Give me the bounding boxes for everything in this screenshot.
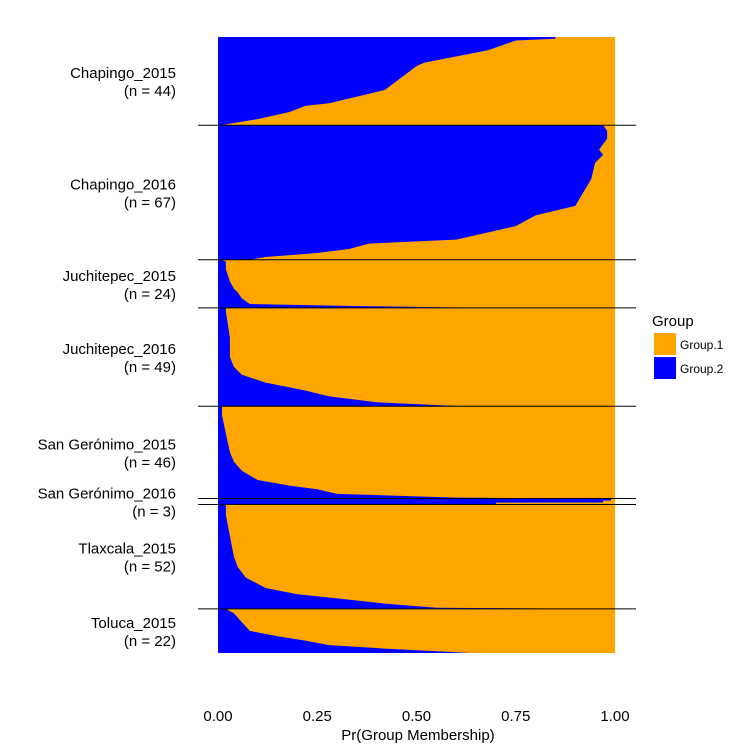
group2-area-chapingo-2016 [218,125,608,260]
group2-area-chapingo-2015 [218,37,556,126]
panel-san-ger-nimo-2015 [218,406,615,499]
legend-title: Group [652,313,694,330]
pop-name-juchitepec-2016: Juchitepec_2016 [63,341,176,358]
group2-area-tlaxcala-2015 [218,504,596,609]
pop-name-san-ger-nimo-2015: San Gerónimo_2015 [38,436,176,453]
pop-n-juchitepec-2016: (n = 49) [124,359,176,376]
group2-area-juchitepec-2016 [218,307,465,407]
group2-area-san-ger-nimo-2016 [218,498,611,505]
x-tick-label: 0.00 [203,708,232,725]
pop-n-san-ger-nimo-2016: (n = 3) [132,504,176,521]
x-tick-label: 1.00 [600,708,629,725]
pop-name-toluca-2015: Toluca_2015 [91,615,176,632]
x-axis-title: Pr(Group Membership) [341,727,494,744]
panel-juchitepec-2015 [218,259,615,308]
legend-label-group1: Group.1 [680,338,724,352]
pop-name-chapingo-2016: Chapingo_2016 [70,177,176,194]
legend-key-group2 [654,357,676,379]
panel-chapingo-2015 [218,37,615,126]
population-panels [218,37,615,653]
group2-area-juchitepec-2015 [218,259,480,308]
pop-n-chapingo-2016: (n = 67) [124,195,176,212]
panel-toluca-2015 [218,608,615,653]
population-separators [198,124,636,610]
pop-n-chapingo-2015: (n = 44) [124,83,176,100]
group1-area-san-ger-nimo-2015 [218,406,615,499]
group1-area-tlaxcala-2015 [218,504,615,609]
pop-name-chapingo-2015: Chapingo_2015 [70,65,176,82]
pop-name-san-ger-nimo-2016: San Gerónimo_2016 [38,486,176,503]
pop-name-tlaxcala-2015: Tlaxcala_2015 [78,541,176,558]
pop-n-san-ger-nimo-2015: (n = 46) [124,454,176,471]
pop-n-toluca-2015: (n = 22) [124,633,176,650]
pop-n-juchitepec-2015: (n = 24) [124,286,176,303]
legend-label-group2: Group.2 [680,362,724,376]
pop-name-juchitepec-2015: Juchitepec_2015 [63,268,176,285]
panel-chapingo-2016 [218,125,615,260]
group1-area-juchitepec-2015 [218,259,615,308]
group2-area-san-ger-nimo-2015 [218,406,568,499]
x-tick-label: 0.25 [303,708,332,725]
group2-area-toluca-2015 [218,608,473,653]
pop-n-tlaxcala-2015: (n = 52) [124,559,176,576]
panel-tlaxcala-2015 [218,504,615,609]
x-tick-label: 0.50 [402,708,431,725]
panel-juchitepec-2016 [218,307,615,407]
population-labels: Chapingo_2015(n = 44) Chapingo_2016(n = 6… [38,65,176,650]
panel-san-ger-nimo-2016 [218,498,615,505]
legend-key-group1 [654,333,676,355]
x-tick-label: 0.75 [501,708,530,725]
legend: Group Group.1 Group.2 [652,313,724,379]
x-axis: 0.00 0.25 0.50 0.75 1.00 [203,708,629,725]
